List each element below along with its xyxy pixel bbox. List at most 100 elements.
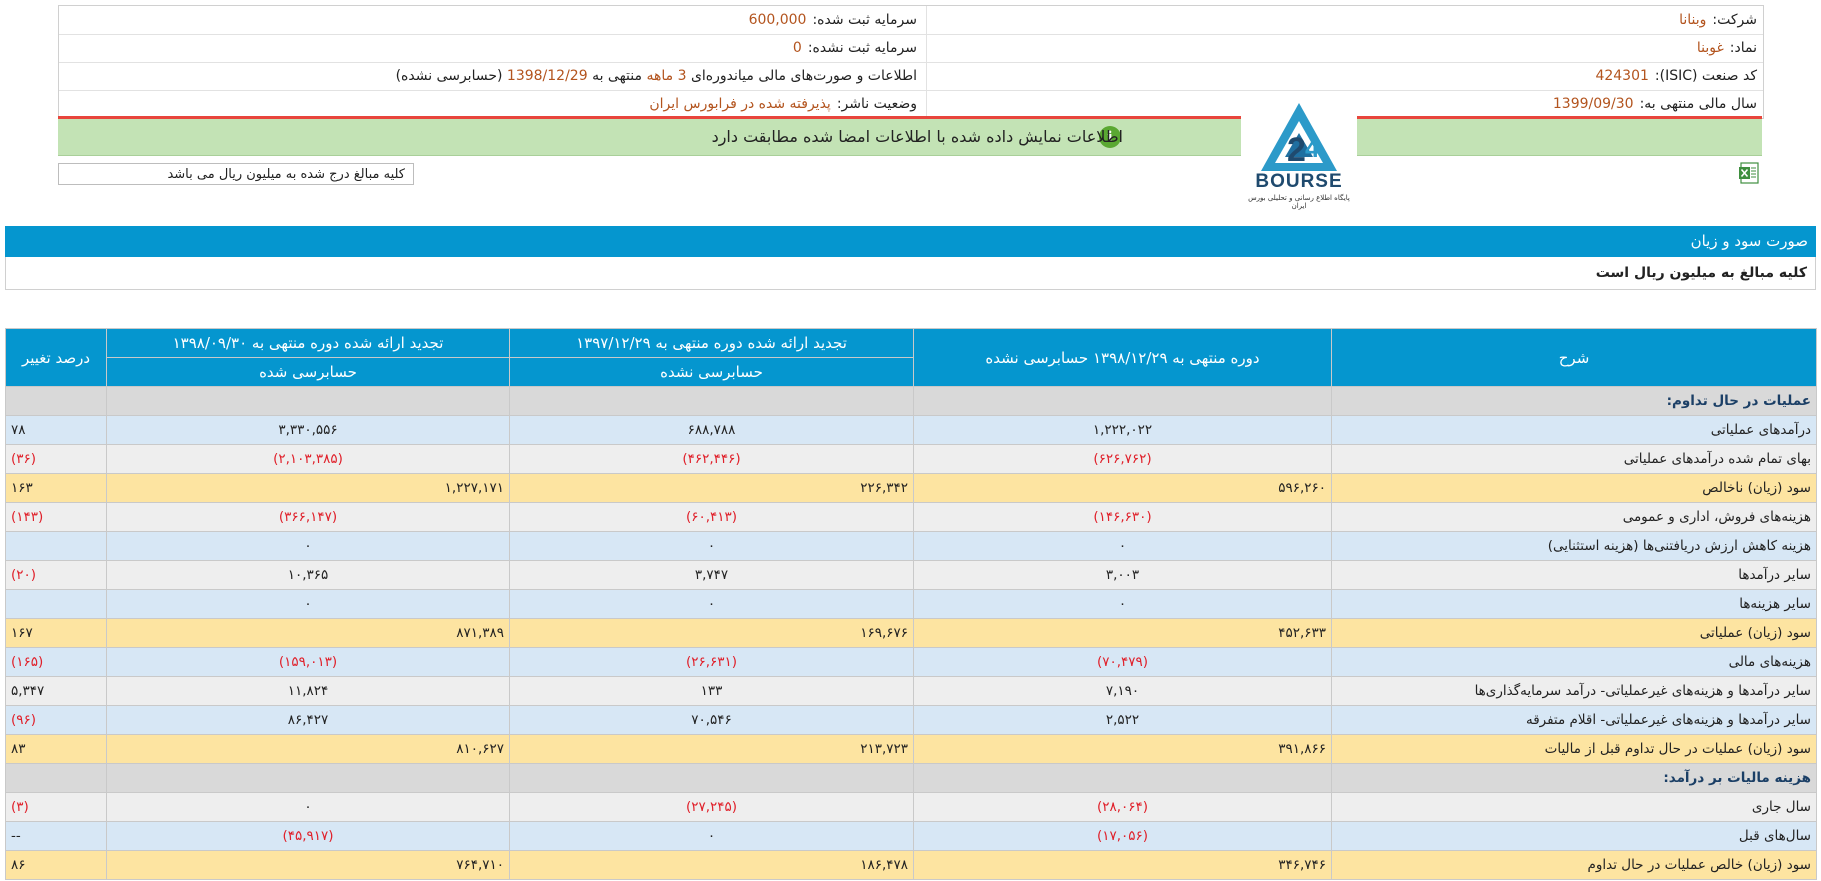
report-info-pre: اطلاعات و صورت‌های مالی میاندوره‌ای	[690, 68, 917, 84]
report-info-period: 3 ماهه	[646, 68, 687, 84]
header-restated-1397-audit: حسابرسی نشده	[509, 357, 914, 387]
description-cell: درآمدهای عملیاتی	[1331, 415, 1817, 445]
report-info-date: 1398/12/29	[506, 68, 588, 84]
restated-1397-cell: (۴۶۲,۴۴۶)	[509, 444, 914, 474]
bourse24-logo[interactable]: 2 4 BOURSE پایگاه اطلاع رسانی و تحلیلی ب…	[1241, 99, 1357, 210]
logo-mark-icon: 2 4	[1261, 103, 1337, 171]
description-cell: سال جاری	[1331, 792, 1817, 822]
change-percent-cell: (۱۴۳)	[5, 502, 107, 532]
description-cell: هزینه مالیات بر درآمد:	[1331, 763, 1817, 793]
change-percent-cell	[5, 386, 107, 416]
current-period-cell: (۷۰,۴۷۹)	[913, 647, 1332, 677]
info-row: شرکت: وبنانا سرمایه ثبت شده: 600,000	[59, 6, 1763, 35]
isic-value: 424301	[1595, 68, 1649, 84]
restated-1397-cell: ۰	[509, 589, 914, 619]
description-cell: سود (زیان) خالص عملیات در حال تداوم	[1331, 850, 1817, 880]
restated-1398-cell: ۰	[106, 589, 510, 619]
header-restated-1398-audit: حسابرسی شده	[106, 357, 510, 387]
current-period-cell: ۷,۱۹۰	[913, 676, 1332, 706]
restated-1398-cell	[106, 386, 510, 416]
report-info-mid: منتهی به	[592, 68, 642, 84]
description-cell: سود (زیان) ناخالص	[1331, 473, 1817, 503]
header-current-period: دوره منتهی به ۱۳۹۸/۱۲/۲۹ حسابرسی نشده	[913, 328, 1332, 387]
restated-1397-cell	[509, 763, 914, 793]
amount-unit-note: کلیه مبالغ درج شده به میلیون ریال می باش…	[58, 163, 414, 185]
section-title: صورت سود و زیان	[5, 226, 1816, 257]
current-period-cell: ۳۹۱,۸۶۶	[913, 734, 1332, 764]
symbol-field: نماد: غوبنا	[926, 34, 1757, 62]
current-period-cell	[913, 763, 1332, 793]
restated-1398-cell: (۲,۱۰۳,۳۸۵)	[106, 444, 510, 474]
table-row: (۳۶) (۲,۱۰۳,۳۸۵) (۴۶۲,۴۴۶) (۶۲۶,۷۶۲) بهای تم…	[5, 444, 1817, 474]
restated-1398-cell: ۱,۲۲۷,۱۷۱	[106, 473, 510, 503]
description-cell: سال‌های قبل	[1331, 821, 1817, 851]
unregistered-capital-value: 0	[792, 40, 802, 56]
publisher-status-label: وضعیت ناشر:	[836, 96, 917, 112]
restated-1397-cell: ۰	[509, 531, 914, 561]
restated-1397-cell: ۷۰,۵۴۶	[509, 705, 914, 735]
fiscal-year-field: سال مالی منتهی به: 1399/09/30	[926, 90, 1757, 118]
restated-1397-cell: ۳,۷۴۷	[509, 560, 914, 590]
restated-1397-cell: ۲۱۳,۷۲۳	[509, 734, 914, 764]
svg-text:4: 4	[1305, 133, 1320, 163]
company-info-panel: شرکت: وبنانا سرمایه ثبت شده: 600,000 نماد:…	[58, 5, 1764, 119]
change-percent-cell: ۸۶	[5, 850, 107, 880]
restated-1398-cell: ۰	[106, 792, 510, 822]
fiscal-year-label: سال مالی منتهی به:	[1639, 96, 1757, 112]
table-row: ۸۳ ۸۱۰,۶۲۷ ۲۱۳,۷۲۳ ۳۹۱,۸۶۶ سود (زیان) عملیات…	[5, 734, 1817, 764]
current-period-cell	[913, 386, 1332, 416]
current-period-cell: ۲,۵۲۲	[913, 705, 1332, 735]
current-period-cell: ۰	[913, 589, 1332, 619]
change-percent-cell: (۲۰)	[5, 560, 107, 590]
change-percent-cell: (۹۶)	[5, 705, 107, 735]
restated-1398-cell: ۱۰,۳۶۵	[106, 560, 510, 590]
change-percent-cell: (۳۶)	[5, 444, 107, 474]
company-value[interactable]: وبنانا	[1679, 12, 1707, 28]
restated-1398-cell: (۴۵,۹۱۷)	[106, 821, 510, 851]
report-info-field: اطلاعات و صورت‌های مالی میاندوره‌ای 3 ما…	[67, 62, 917, 90]
description-cell: هزینه‌های فروش، اداری و عمومی	[1331, 502, 1817, 532]
description-cell: عملیات در حال تداوم:	[1331, 386, 1817, 416]
restated-1397-cell: ۶۸۸,۷۸۸	[509, 415, 914, 445]
description-cell: سایر درآمدها و هزینه‌های غیرعملیاتی- درآ…	[1331, 676, 1817, 706]
table-row: ۱۶۷ ۸۷۱,۳۸۹ ۱۶۹,۶۷۶ ۴۵۲,۶۳۳ سود (زیان) عملیا…	[5, 618, 1817, 648]
restated-1398-cell: ۸۷۱,۳۸۹	[106, 618, 510, 648]
current-period-cell: ۳۴۶,۷۴۶	[913, 850, 1332, 880]
publisher-status-field: وضعیت ناشر: پذیرفته شده در فرابورس ایران	[67, 90, 917, 118]
change-percent-cell: ۱۶۷	[5, 618, 107, 648]
change-percent-cell: (۱۶۵)	[5, 647, 107, 677]
current-period-cell: (۶۲۶,۷۶۲)	[913, 444, 1332, 474]
table-row: (۱۶۵) (۱۵۹,۰۱۳) (۲۶,۶۳۱) (۷۰,۴۷۹) هزینه‌های …	[5, 647, 1817, 677]
description-cell: سود (زیان) عملیاتی	[1331, 618, 1817, 648]
table-row: (۳) ۰ (۲۷,۲۴۵) (۲۸,۰۶۴) سال جاری	[5, 792, 1817, 822]
restated-1397-cell: ۲۲۶,۳۴۲	[509, 473, 914, 503]
restated-1398-cell	[106, 763, 510, 793]
info-row: سال مالی منتهی به: 1399/09/30 وضعیت ناشر:…	[59, 90, 1763, 118]
table-row: ۵,۳۴۷ ۱۱,۸۲۴ ۱۳۳ ۷,۱۹۰ سایر درآمدها و هزینه‌…	[5, 676, 1817, 706]
isic-field: کد صنعت (ISIC): 424301	[926, 62, 1757, 90]
header-change-percent: درصد تغییر	[5, 328, 107, 387]
restated-1397-cell: ۱۳۳	[509, 676, 914, 706]
table-row: هزینه مالیات بر درآمد:	[5, 763, 1817, 793]
restated-1398-cell: (۱۵۹,۰۱۳)	[106, 647, 510, 677]
current-period-cell: (۱۴۶,۶۳۰)	[913, 502, 1332, 532]
description-cell: بهای تمام شده درآمدهای عملیاتی	[1331, 444, 1817, 474]
table-body: عملیات در حال تداوم: ۷۸ ۳,۳۳۰,۵۵۶ ۶۸۸,۷۸۸ ۱,…	[5, 386, 1817, 880]
restated-1398-cell: ۷۶۴,۷۱۰	[106, 850, 510, 880]
separator-line	[58, 116, 1762, 119]
current-period-cell: ۴۵۲,۶۳۳	[913, 618, 1332, 648]
change-percent-cell: --	[5, 821, 107, 851]
section-subtitle: کلیه مبالغ به میلیون ریال است	[5, 257, 1816, 290]
excel-export-icon[interactable]	[1738, 162, 1760, 184]
company-label: شرکت:	[1712, 12, 1757, 28]
report-info-post: (حسابرسی نشده)	[395, 68, 503, 84]
description-cell: هزینه کاهش ارزش دریافتنی‌ها (هزینه استثن…	[1331, 531, 1817, 561]
current-period-cell: (۲۸,۰۶۴)	[913, 792, 1332, 822]
logo-text: BOURSE	[1255, 171, 1343, 192]
fiscal-year-value: 1399/09/30	[1552, 96, 1634, 112]
change-percent-cell: ۱۶۳	[5, 473, 107, 503]
current-period-cell: (۱۷,۰۵۶)	[913, 821, 1332, 851]
symbol-value[interactable]: غوبنا	[1696, 40, 1724, 56]
publisher-status-value: پذیرفته شده در فرابورس ایران	[649, 96, 831, 112]
income-statement-table: درصد تغییر تجدید ارائه شده دوره منتهی به…	[5, 328, 1817, 880]
